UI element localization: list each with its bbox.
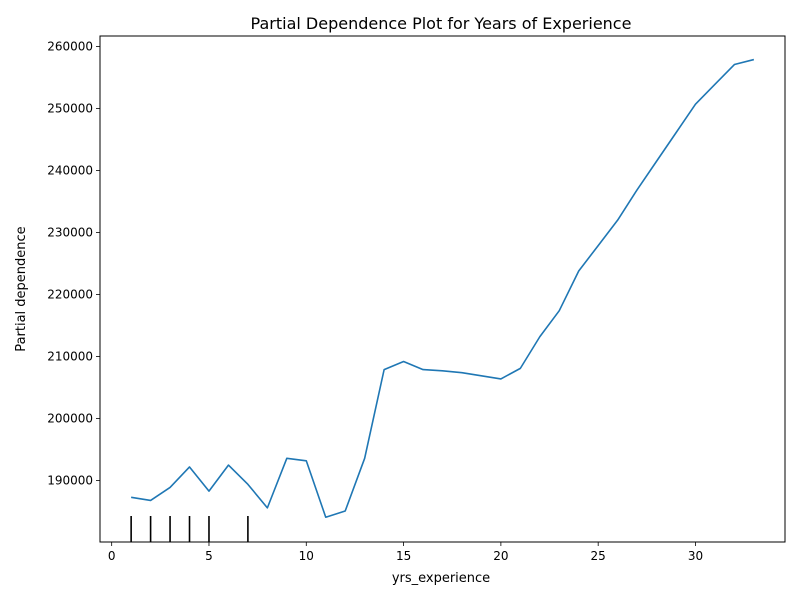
y-tick-label: 240000 xyxy=(47,164,93,178)
data-point xyxy=(712,82,717,87)
data-point xyxy=(226,463,231,468)
data-point xyxy=(537,334,542,339)
data-point xyxy=(421,367,426,372)
x-axis: 0 5 10 15 20 25 30 xyxy=(108,542,703,563)
data-point xyxy=(693,102,698,107)
data-point xyxy=(129,495,134,500)
y-tick-label: 250000 xyxy=(47,102,93,116)
data-point xyxy=(284,456,289,461)
data-point xyxy=(245,482,250,487)
data-point xyxy=(206,489,211,494)
data-point xyxy=(382,367,387,372)
data-point xyxy=(304,458,309,463)
x-tick-label: 25 xyxy=(591,549,606,563)
data-point xyxy=(323,515,328,520)
data-point xyxy=(654,159,659,164)
y-tick-label: 260000 xyxy=(47,40,93,54)
data-point xyxy=(596,243,601,248)
data-point xyxy=(635,187,640,192)
data-point xyxy=(362,456,367,461)
x-tick-label: 0 xyxy=(108,549,116,563)
axes-frame xyxy=(99,35,786,543)
data-point xyxy=(557,308,562,313)
data-point xyxy=(343,509,348,514)
data-point xyxy=(187,464,192,469)
y-axis: 190000 200000 210000 220000 230000 240000 2500… xyxy=(47,40,100,488)
data-point xyxy=(148,498,153,503)
y-tick-label: 190000 xyxy=(47,474,93,488)
y-axis-label: Partial dependence xyxy=(14,226,29,351)
data-point xyxy=(751,57,756,62)
plot-area xyxy=(99,35,786,543)
data-point xyxy=(265,505,270,510)
x-tick-label: 30 xyxy=(688,549,703,563)
data-point xyxy=(498,376,503,381)
data-point xyxy=(459,370,464,375)
data-point xyxy=(518,366,523,371)
x-tick-label: 15 xyxy=(396,549,411,563)
data-point xyxy=(479,373,484,378)
series-line-0 xyxy=(131,58,755,518)
y-tick-label: 230000 xyxy=(47,226,93,240)
x-tick-label: 20 xyxy=(493,549,508,563)
data-point xyxy=(615,218,620,223)
data-point xyxy=(168,485,173,490)
series-layer xyxy=(129,57,756,520)
data-point xyxy=(440,368,445,373)
data-point xyxy=(576,269,581,274)
data-point xyxy=(401,359,406,364)
y-tick-label: 220000 xyxy=(47,288,93,302)
rug-layer xyxy=(130,516,249,542)
data-point xyxy=(732,62,737,67)
x-axis-label: yrs_experience xyxy=(392,571,490,586)
chart-title: Partial Dependence Plot for Years of Exp… xyxy=(251,14,632,33)
x-tick-label: 10 xyxy=(299,549,314,563)
y-tick-label: 200000 xyxy=(47,412,93,426)
y-tick-label: 210000 xyxy=(47,350,93,364)
data-point xyxy=(674,130,679,135)
x-tick-label: 5 xyxy=(205,549,213,563)
